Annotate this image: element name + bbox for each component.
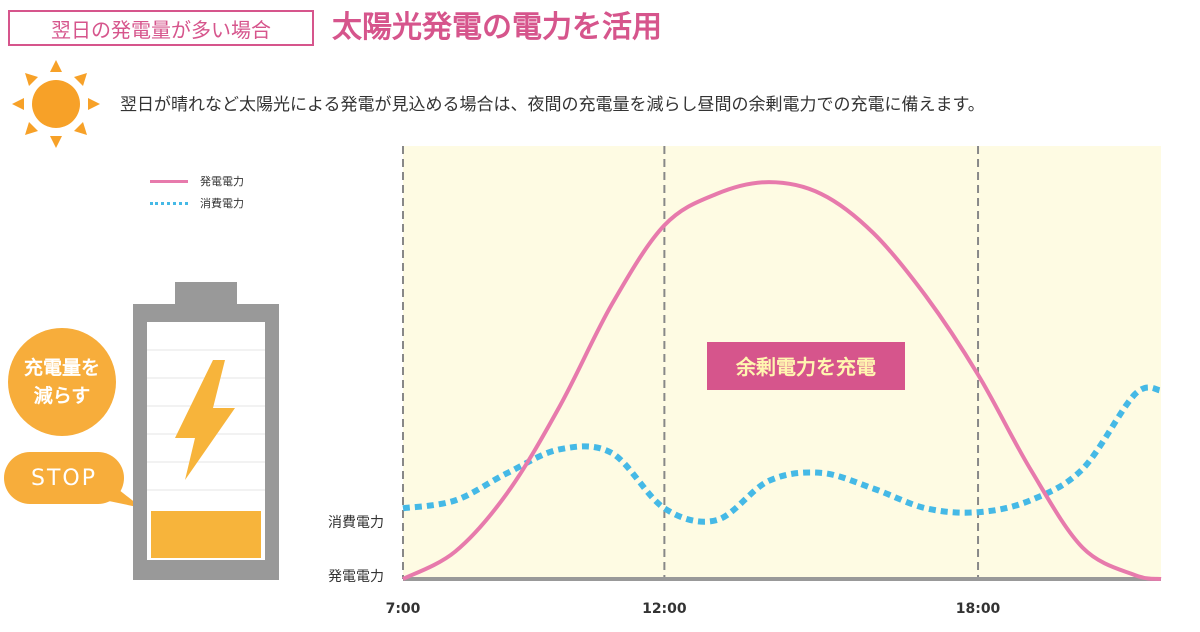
series-consumption-line bbox=[402, 384, 1162, 525]
legend-item-consumption: 消費電力 bbox=[150, 192, 244, 214]
x-tick-label-0: 7:00 bbox=[386, 601, 421, 617]
legend-item-generation: 発電電力 bbox=[150, 170, 244, 192]
legend-label-generation: 発電電力 bbox=[200, 175, 244, 188]
bubble-line-2: 減らす bbox=[33, 385, 91, 407]
y-label-consumption: 消費電力 bbox=[328, 515, 384, 531]
lightning-bolt-icon bbox=[175, 360, 235, 480]
page-title: 太陽光発電の電力を活用 bbox=[332, 10, 662, 45]
x-tick-label-2: 18:00 bbox=[956, 601, 1001, 617]
sun-icon bbox=[12, 60, 100, 148]
legend-swatch-dotted bbox=[150, 201, 188, 205]
battery-charge-fill bbox=[151, 511, 261, 558]
legend-swatch-solid bbox=[150, 179, 188, 183]
stop-badge: STOP bbox=[4, 452, 124, 504]
reduce-charge-bubble: 充電量を 減らす bbox=[8, 328, 116, 436]
legend-label-consumption: 消費電力 bbox=[200, 197, 244, 210]
surplus-annotation-box bbox=[707, 342, 905, 390]
stop-label: STOP bbox=[31, 465, 97, 491]
battery-icon bbox=[133, 282, 279, 580]
series-generation-line bbox=[402, 180, 1162, 581]
y-label-generation: 発電電力 bbox=[328, 569, 384, 585]
x-tick-label-1: 12:00 bbox=[642, 601, 687, 617]
chart: 7:00 12:00 18:00 消費電力 発電電力 余剰電力を充電 bbox=[328, 146, 1162, 617]
condition-tag-label: 翌日の発電量が多い場合 bbox=[51, 17, 271, 42]
bubble-line-1: 充電量を bbox=[23, 357, 100, 379]
chart-legend: 発電電力 消費電力 bbox=[150, 170, 244, 214]
surplus-annotation-label: 余剰電力を充電 bbox=[735, 355, 876, 379]
condition-tag: 翌日の発電量が多い場合 bbox=[8, 10, 314, 46]
surplus-annotation: 余剰電力を充電 bbox=[707, 342, 905, 390]
description-text: 翌日が晴れなど太陽光による発電が見込める場合は、夜間の充電量を減らし昼間の余剰電… bbox=[120, 95, 985, 115]
